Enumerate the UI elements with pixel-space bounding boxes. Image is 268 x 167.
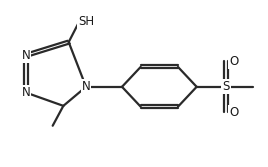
Text: O: O bbox=[229, 106, 239, 119]
Text: N: N bbox=[22, 49, 30, 62]
Text: O: O bbox=[229, 55, 239, 68]
Text: N: N bbox=[22, 86, 30, 99]
Text: N: N bbox=[82, 80, 90, 93]
Text: SH: SH bbox=[78, 15, 94, 28]
Text: S: S bbox=[222, 80, 230, 93]
